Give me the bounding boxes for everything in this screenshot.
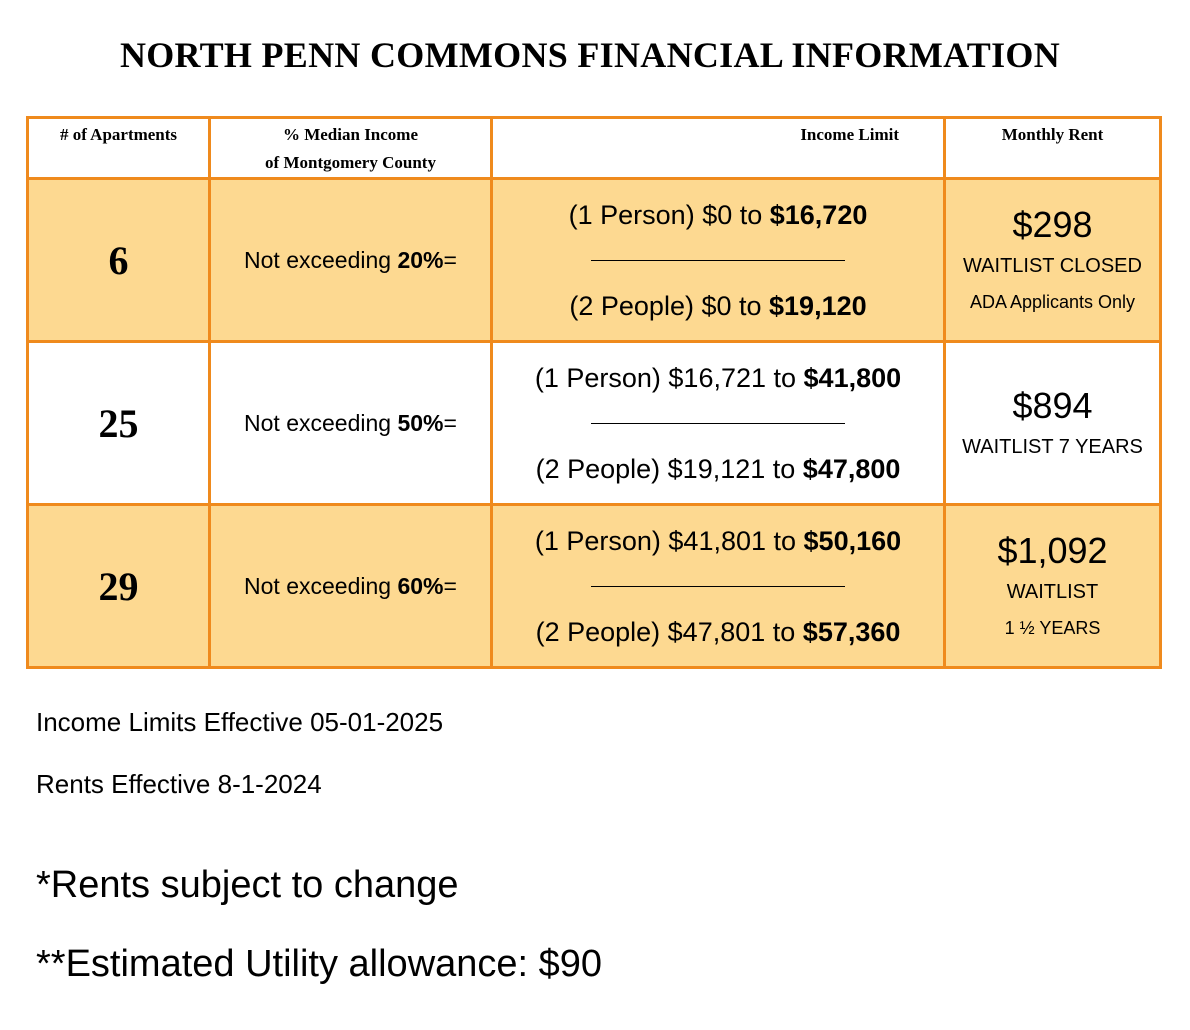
median-prefix: Not exceeding <box>244 246 398 273</box>
median-percent: 60% <box>397 572 444 599</box>
median-prefix: Not exceeding <box>244 409 398 436</box>
header-median-line2: of Montgomery County <box>265 153 436 172</box>
median-income-cell: Not exceeding 50%= <box>208 340 493 506</box>
rent-amount: $894 <box>1012 385 1093 426</box>
income-one-prefix: (1 Person) $16,721 to <box>534 362 804 393</box>
median-suffix: = <box>443 572 457 599</box>
median-prefix: Not exceeding <box>244 572 398 599</box>
median-suffix: = <box>443 409 457 436</box>
income-two-max: $19,120 <box>769 290 867 321</box>
table-row: 25 Not exceeding 50%= (1 Person) $16,721… <box>26 340 1162 506</box>
median-income-cell: Not exceeding 60%= <box>208 503 493 669</box>
divider-line <box>591 585 845 587</box>
divider-line <box>591 422 845 424</box>
income-one-max: $16,720 <box>769 199 868 230</box>
income-one-max: $41,800 <box>803 362 902 393</box>
monthly-rent-cell: $894 WAITLIST 7 YEARS <box>943 340 1162 506</box>
income-one-person: (1 Person) $16,721 to $41,800 <box>493 361 943 395</box>
header-monthly-rent: Monthly Rent <box>943 116 1162 180</box>
rents-effective: Rents Effective 8-1-2024 <box>36 769 322 799</box>
income-one-prefix: (1 Person) $41,801 to <box>534 525 804 556</box>
utility-allowance-note: **Estimated Utility allowance: $90 <box>36 943 603 985</box>
table-row: 29 Not exceeding 60%= (1 Person) $41,801… <box>26 503 1162 669</box>
median-income-cell: Not exceeding 20%= <box>208 177 493 343</box>
header-income-limit-label: Income Limit <box>800 125 899 144</box>
header-median-line1: % Median Income <box>282 125 419 144</box>
income-two-people: (2 People) $19,121 to $47,800 <box>493 452 943 486</box>
income-two-max: $57,360 <box>802 616 901 647</box>
table-row: 6 Not exceeding 20%= (1 Person) $0 to $1… <box>26 177 1162 343</box>
income-one-person: (1 Person) $41,801 to $50,160 <box>493 524 943 558</box>
income-two-prefix: (2 People) $47,801 to <box>535 616 803 647</box>
median-suffix: = <box>443 246 457 273</box>
header-income-limit: Income Limit <box>490 116 946 180</box>
income-limit-cell: (1 Person) $41,801 to $50,160 (2 People)… <box>490 503 946 669</box>
header-apartments: # of Apartments <box>26 116 211 180</box>
apartment-count-cell: 25 <box>26 340 211 506</box>
income-one-max: $50,160 <box>803 525 902 556</box>
rents-change-note: *Rents subject to change <box>36 864 459 906</box>
income-limit-cell: (1 Person) $16,721 to $41,800 (2 People)… <box>490 340 946 506</box>
income-limit-cell: (1 Person) $0 to $16,720 (2 People) $0 t… <box>490 177 946 343</box>
monthly-rent-cell: $298 WAITLIST CLOSED ADA Applicants Only <box>943 177 1162 343</box>
income-two-prefix: (2 People) $0 to <box>569 290 770 321</box>
income-two-people: (2 People) $0 to $19,120 <box>493 289 943 323</box>
income-limits-effective: Income Limits Effective 05-01-2025 <box>36 707 444 737</box>
income-two-people: (2 People) $47,801 to $57,360 <box>493 615 943 649</box>
apartment-count: 29 <box>98 563 139 609</box>
income-two-prefix: (2 People) $19,121 to <box>535 453 803 484</box>
monthly-rent-cell: $1,092 WAITLIST 1 ½ YEARS <box>943 503 1162 669</box>
income-one-prefix: (1 Person) $0 to <box>568 199 770 230</box>
rent-amount: $1,092 <box>997 530 1108 571</box>
apartment-count: 6 <box>108 237 129 283</box>
apartment-count: 25 <box>98 400 139 446</box>
rent-amount: $298 <box>1012 204 1093 245</box>
divider-line <box>591 259 845 261</box>
waitlist-status: WAITLIST 7 YEARS <box>962 436 1143 458</box>
page-title: NORTH PENN COMMONS FINANCIAL INFORMATION <box>119 35 1061 75</box>
median-percent: 20% <box>397 246 444 273</box>
waitlist-note: ADA Applicants Only <box>969 292 1136 312</box>
waitlist-status: WAITLIST CLOSED <box>963 255 1142 277</box>
apartment-count-cell: 29 <box>26 503 211 669</box>
financial-table: # of Apartments % Median Income of Montg… <box>26 116 1162 669</box>
median-percent: 50% <box>397 409 444 436</box>
header-median-income: % Median Income of Montgomery County <box>208 116 493 180</box>
income-two-max: $47,800 <box>802 453 901 484</box>
table-header-row: # of Apartments % Median Income of Montg… <box>26 116 1162 180</box>
apartment-count-cell: 6 <box>26 177 211 343</box>
waitlist-status: WAITLIST <box>1006 581 1099 603</box>
income-one-person: (1 Person) $0 to $16,720 <box>493 198 943 232</box>
waitlist-note: 1 ½ YEARS <box>1004 618 1101 638</box>
